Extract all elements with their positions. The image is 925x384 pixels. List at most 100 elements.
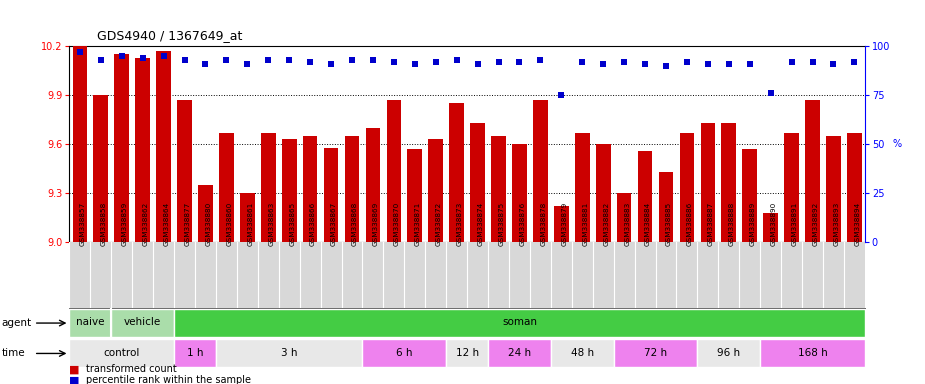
- Bar: [135, 58, 150, 242]
- Text: GSM338889: GSM338889: [750, 202, 756, 246]
- Point: [617, 59, 632, 65]
- Point: [700, 61, 715, 67]
- Text: GSM338860: GSM338860: [227, 202, 232, 246]
- Text: soman: soman: [502, 318, 536, 328]
- Bar: [763, 213, 778, 242]
- Text: 72 h: 72 h: [644, 348, 667, 358]
- Bar: [805, 100, 820, 242]
- Text: GSM338857: GSM338857: [80, 202, 86, 246]
- Text: GSM338862: GSM338862: [142, 202, 149, 246]
- Point: [115, 53, 130, 59]
- Bar: [407, 149, 422, 242]
- Text: GSM338875: GSM338875: [499, 202, 504, 246]
- Point: [135, 55, 150, 61]
- Bar: [219, 133, 234, 242]
- Bar: [743, 149, 757, 242]
- Point: [637, 61, 652, 67]
- Text: percentile rank within the sample: percentile rank within the sample: [86, 375, 251, 384]
- Text: GSM338870: GSM338870: [394, 202, 400, 246]
- Bar: [282, 139, 297, 242]
- Text: 12 h: 12 h: [455, 348, 479, 358]
- Bar: [596, 144, 611, 242]
- Bar: [551, 339, 613, 367]
- Point: [387, 59, 401, 65]
- Bar: [659, 172, 673, 242]
- Bar: [760, 339, 865, 367]
- Text: GSM338890: GSM338890: [771, 202, 777, 246]
- Point: [177, 57, 191, 63]
- Point: [302, 59, 317, 65]
- Bar: [178, 100, 191, 242]
- Text: GSM338859: GSM338859: [122, 202, 128, 246]
- Text: GSM338867: GSM338867: [331, 202, 337, 246]
- Point: [156, 53, 171, 59]
- Text: GSM338887: GSM338887: [708, 202, 714, 246]
- Text: ■: ■: [69, 364, 80, 374]
- Bar: [93, 95, 108, 242]
- Bar: [198, 185, 213, 242]
- Point: [512, 59, 527, 65]
- Point: [596, 61, 611, 67]
- Text: GSM338864: GSM338864: [164, 202, 169, 246]
- Bar: [428, 139, 443, 242]
- Bar: [680, 133, 695, 242]
- Point: [659, 63, 673, 69]
- Text: GSM338883: GSM338883: [624, 202, 630, 246]
- Point: [722, 61, 736, 67]
- Text: 1 h: 1 h: [187, 348, 204, 358]
- Point: [554, 92, 569, 98]
- Text: GSM338869: GSM338869: [373, 202, 379, 246]
- Text: 24 h: 24 h: [508, 348, 531, 358]
- Text: time: time: [2, 348, 26, 358]
- Bar: [637, 151, 652, 242]
- Text: GSM338886: GSM338886: [687, 202, 693, 246]
- Point: [282, 57, 297, 63]
- Text: GSM338894: GSM338894: [855, 202, 860, 246]
- Bar: [697, 339, 760, 367]
- Bar: [302, 136, 317, 242]
- Bar: [216, 339, 363, 367]
- Bar: [617, 193, 632, 242]
- Text: agent: agent: [2, 318, 32, 328]
- Bar: [111, 309, 174, 337]
- Text: naive: naive: [76, 318, 105, 328]
- Text: GSM338876: GSM338876: [520, 202, 525, 246]
- Point: [574, 59, 589, 65]
- Text: GSM338884: GSM338884: [645, 202, 651, 246]
- Point: [261, 57, 276, 63]
- Text: GSM338891: GSM338891: [792, 202, 797, 246]
- Text: GSM338881: GSM338881: [582, 202, 588, 246]
- Y-axis label: %: %: [893, 139, 902, 149]
- Text: GSM338882: GSM338882: [603, 202, 610, 246]
- Text: GSM338888: GSM338888: [729, 202, 734, 246]
- Point: [407, 61, 422, 67]
- Text: 96 h: 96 h: [717, 348, 740, 358]
- Point: [365, 57, 380, 63]
- Text: GSM338892: GSM338892: [812, 202, 819, 246]
- Bar: [363, 339, 446, 367]
- Point: [345, 57, 360, 63]
- Bar: [345, 136, 359, 242]
- Text: transformed count: transformed count: [86, 364, 177, 374]
- Text: GSM338858: GSM338858: [101, 202, 106, 246]
- Bar: [324, 147, 339, 242]
- Text: GSM338872: GSM338872: [436, 202, 442, 246]
- Bar: [156, 51, 171, 242]
- Bar: [174, 309, 865, 337]
- Point: [470, 61, 485, 67]
- Bar: [575, 133, 589, 242]
- Text: GSM338880: GSM338880: [205, 202, 212, 246]
- Text: 168 h: 168 h: [797, 348, 828, 358]
- Bar: [470, 123, 485, 242]
- Bar: [174, 339, 216, 367]
- Text: GSM338866: GSM338866: [310, 202, 316, 246]
- Text: GSM338871: GSM338871: [414, 202, 421, 246]
- Text: GSM338893: GSM338893: [833, 202, 840, 246]
- Bar: [512, 144, 526, 242]
- Text: GSM338874: GSM338874: [477, 202, 484, 246]
- Point: [743, 61, 758, 67]
- Point: [680, 59, 695, 65]
- Point: [324, 61, 339, 67]
- Bar: [69, 309, 111, 337]
- Point: [491, 59, 506, 65]
